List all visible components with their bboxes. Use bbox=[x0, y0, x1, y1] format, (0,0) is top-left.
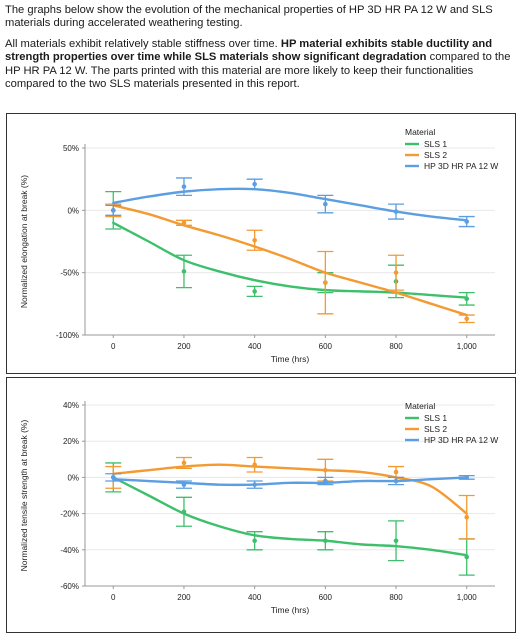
tensile-y-tick-label: 40% bbox=[63, 401, 79, 410]
tensile-series-1-point bbox=[181, 509, 187, 515]
elongation-series-3-point bbox=[110, 208, 116, 213]
elongation-series-3-point bbox=[393, 209, 399, 214]
tensile-series-3-point bbox=[252, 482, 257, 487]
elongation-x-tick-label: 600 bbox=[319, 342, 333, 351]
intro-text: The graphs below show the evolution of t… bbox=[5, 4, 523, 91]
elongation-chart-panel: 50% 0% -50% -100% 0 200 400 600 800 1,000 Time (hr… bbox=[6, 113, 516, 374]
elongation-x-tick-label: 400 bbox=[248, 342, 262, 351]
tensile-series-3-point bbox=[323, 478, 328, 484]
tensile-x-tick-label: 800 bbox=[389, 593, 403, 602]
elongation-x-tick-label: 200 bbox=[177, 342, 191, 351]
tensile-series-1-point bbox=[464, 554, 470, 560]
elongation-series-1-point bbox=[464, 296, 470, 302]
tensile-series-1-trend-line bbox=[112, 476, 468, 557]
elongation-x-axis-label: Time (hrs) bbox=[271, 354, 310, 364]
intro-para1-text: The graphs below show the evolution of t… bbox=[5, 4, 493, 30]
intro-para2-end: compared to the HP HR PA 12 W. The parts… bbox=[5, 51, 511, 91]
tensile-series-3-point bbox=[181, 482, 187, 487]
elongation-x-tick-label: 800 bbox=[389, 342, 403, 351]
elongation-series-2-point bbox=[393, 270, 399, 275]
tensile-y-tick-label: -40% bbox=[60, 546, 79, 555]
tensile-series-3-trend-line bbox=[112, 476, 468, 487]
elongation-series-3-point bbox=[181, 184, 187, 189]
elongation-series-3-point bbox=[252, 181, 257, 187]
tensile-series-2-trend-line bbox=[112, 463, 468, 515]
elongation-series-2-point bbox=[252, 237, 257, 243]
elongation-y-tick-label: 0% bbox=[67, 206, 79, 215]
tensile-y-tick-label: 20% bbox=[63, 437, 79, 446]
elongation-legend-label: HP 3D HR PA 12 W bbox=[424, 161, 498, 171]
tensile-chart-panel: 40% 20% 0% -20% -40% -60% 0 200 400 600 800 1,000 Ti… bbox=[6, 377, 516, 633]
elongation-series-2-point bbox=[181, 220, 187, 226]
intro-paragraph-1: The graphs below show the evolution of t… bbox=[5, 4, 523, 31]
tensile-chart: 40% 20% 0% -20% -40% -60% 0 200 400 600 800 1,000 Ti… bbox=[19, 401, 498, 615]
intro-para2-start: All materials exhibit relatively stable … bbox=[5, 37, 281, 50]
intro-para2-highlight: HP material exhibits stable ductility an… bbox=[5, 37, 493, 64]
intro-paragraph-2: All materials exhibit relatively stable … bbox=[5, 38, 523, 92]
elongation-chart: 50% 0% -50% -100% 0 200 400 600 800 1,000 Time (hr… bbox=[19, 127, 498, 364]
tensile-legend-label: HP 3D HR PA 12 W bbox=[424, 435, 498, 445]
elongation-y-tick-label: 50% bbox=[63, 144, 79, 153]
elongation-y-axis-label: Normalized elongation at break (%) bbox=[19, 175, 29, 308]
tensile-legend-title: Material bbox=[405, 401, 435, 411]
elongation-x-tick-label: 0 bbox=[111, 342, 116, 351]
tensile-legend-label: SLS 2 bbox=[424, 424, 447, 434]
elongation-series-3-point bbox=[323, 201, 328, 207]
tensile-series-3-point bbox=[393, 478, 399, 484]
tensile-series-2-point bbox=[252, 462, 257, 468]
tensile-series-2-point bbox=[323, 467, 328, 473]
tensile-series-1-point bbox=[393, 538, 399, 544]
tensile-x-tick-label: 1,000 bbox=[457, 593, 478, 602]
tensile-x-tick-label: 0 bbox=[111, 593, 116, 602]
elongation-series-2-trend-line bbox=[112, 204, 468, 317]
elongation-legend-label: SLS 2 bbox=[424, 150, 447, 160]
elongation-series-2-point bbox=[323, 280, 328, 285]
tensile-y-tick-label: -20% bbox=[60, 510, 79, 519]
tensile-series-1-point bbox=[252, 538, 257, 544]
elongation-y-tick-label: -100% bbox=[56, 331, 79, 340]
tensile-x-tick-label: 400 bbox=[248, 593, 262, 602]
elongation-series-3-trend-line bbox=[112, 187, 468, 222]
tensile-series-2-point bbox=[393, 469, 399, 475]
elongation-series-1-point bbox=[181, 269, 187, 274]
elongation-series-2-point bbox=[464, 316, 470, 322]
tensile-series-3-point bbox=[464, 475, 470, 480]
tensile-x-axis-label: Time (hrs) bbox=[271, 605, 310, 615]
elongation-x-tick-label: 1,000 bbox=[457, 342, 478, 351]
tensile-x-tick-label: 600 bbox=[319, 593, 333, 602]
tensile-legend-label: SLS 1 bbox=[424, 413, 447, 423]
elongation-series-1-point bbox=[252, 289, 257, 294]
tensile-series-1-point bbox=[323, 538, 328, 544]
elongation-legend-title: Material bbox=[405, 127, 435, 137]
tensile-y-tick-label: 0% bbox=[67, 473, 79, 482]
elongation-series-1-trend-line bbox=[112, 221, 468, 299]
elongation-legend-label: SLS 1 bbox=[424, 139, 447, 149]
elongation-series-3-point bbox=[464, 219, 470, 224]
tensile-x-tick-label: 200 bbox=[177, 593, 191, 602]
tensile-y-axis-label: Normalized tensile strength at break (%) bbox=[19, 420, 29, 572]
tensile-y-tick-label: -60% bbox=[60, 582, 79, 591]
tensile-series-2-point bbox=[464, 514, 470, 520]
tensile-series-3-point bbox=[110, 475, 116, 480]
elongation-y-tick-label: -50% bbox=[60, 269, 79, 278]
tensile-series-2-point bbox=[181, 460, 187, 466]
